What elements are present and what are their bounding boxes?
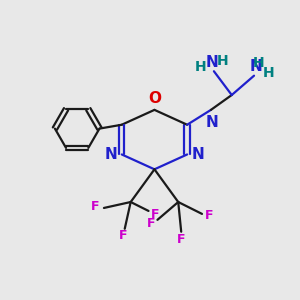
Text: N: N <box>206 115 219 130</box>
Text: H: H <box>217 54 229 68</box>
Text: N: N <box>192 147 204 162</box>
Text: F: F <box>119 229 128 242</box>
Text: N: N <box>249 59 262 74</box>
Text: F: F <box>177 233 185 246</box>
Text: N: N <box>206 55 219 70</box>
Text: F: F <box>92 200 100 213</box>
Text: O: O <box>148 91 161 106</box>
Text: N: N <box>105 147 117 162</box>
Text: H: H <box>253 56 264 70</box>
Text: F: F <box>147 217 155 230</box>
Text: H: H <box>263 66 275 80</box>
Text: H: H <box>195 60 206 74</box>
Text: F: F <box>205 209 214 222</box>
Text: F: F <box>151 208 159 221</box>
